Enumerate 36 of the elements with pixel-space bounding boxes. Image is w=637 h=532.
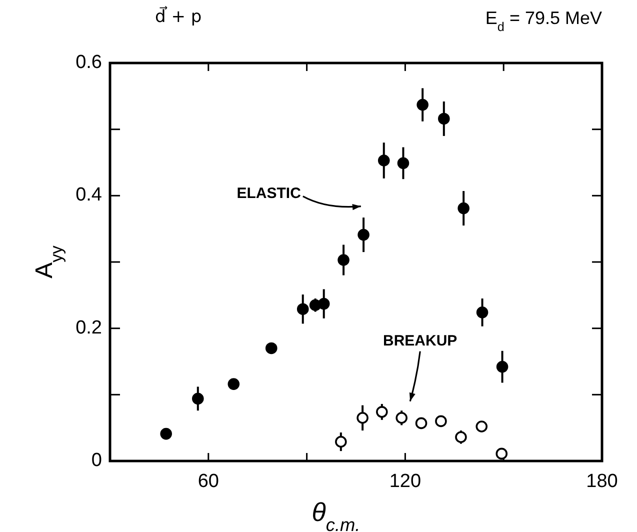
point bbox=[397, 157, 410, 170]
y-tick-label: 0 bbox=[91, 450, 102, 472]
point bbox=[438, 112, 450, 125]
x-tick-label: 180 bbox=[586, 471, 618, 492]
point bbox=[458, 202, 470, 214]
point bbox=[476, 420, 488, 432]
y-tick-label: 0.6 bbox=[76, 52, 102, 74]
point bbox=[356, 412, 368, 424]
point bbox=[396, 412, 408, 424]
chart-subtitle: E$_{d}$ = 79.5 MeV bbox=[485, 8, 602, 34]
point bbox=[318, 298, 330, 310]
point bbox=[296, 303, 309, 315]
point bbox=[376, 406, 388, 418]
point bbox=[415, 417, 428, 430]
chart-title: d⃗ + p bbox=[155, 6, 202, 27]
x-tick-label: 120 bbox=[389, 471, 422, 492]
point bbox=[435, 415, 447, 428]
point bbox=[378, 154, 390, 166]
point bbox=[160, 428, 172, 440]
annotation: BREAKUP bbox=[383, 332, 458, 350]
point bbox=[358, 228, 370, 241]
point bbox=[335, 436, 347, 448]
point bbox=[228, 378, 240, 390]
point bbox=[496, 360, 508, 373]
y-tick-label: 0.2 bbox=[76, 317, 102, 338]
point bbox=[338, 254, 350, 266]
point bbox=[265, 342, 278, 354]
annotation: ELASTIC bbox=[236, 185, 302, 202]
point bbox=[496, 448, 508, 460]
point bbox=[455, 431, 467, 444]
point bbox=[476, 306, 488, 318]
x-tick-label: 60 bbox=[198, 471, 219, 492]
point bbox=[192, 392, 204, 405]
point bbox=[416, 98, 428, 111]
x-axis-title: θ$_{c.m.}$ bbox=[312, 497, 360, 532]
y-tick-label: 0.4 bbox=[76, 184, 102, 206]
